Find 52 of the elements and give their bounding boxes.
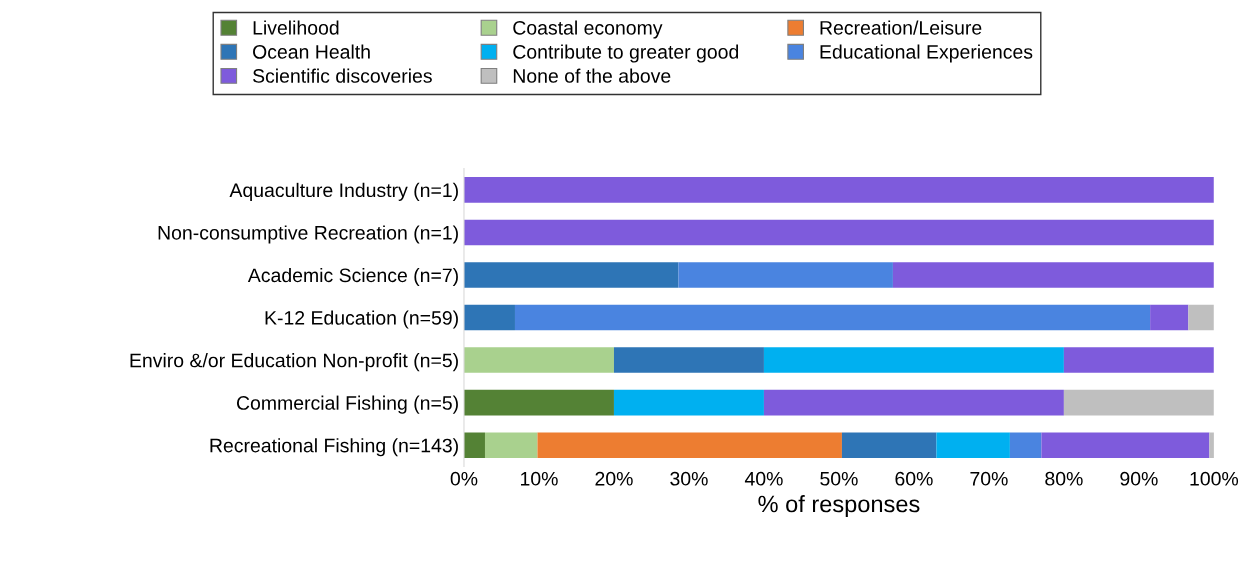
bar — [1150, 304, 1189, 331]
legend-label: Educational Experiences — [820, 44, 1033, 63]
bar — [892, 262, 1214, 288]
x-tick-label: 90% — [1120, 471, 1158, 486]
x-tick-label: 10% — [520, 471, 558, 486]
legend-label: Coastal economy — [513, 20, 663, 39]
y-tick-label: Commercial Fishing (n=5) — [236, 395, 458, 414]
y-tick-label: Academic Science (n=7) — [247, 267, 458, 287]
x-tick-label: 70% — [970, 471, 1008, 486]
legend-label: Scientific discoveries — [252, 68, 432, 83]
bar — [1041, 432, 1210, 458]
y-tick-label: K-12 Education (n=59) — [265, 310, 458, 329]
y-tick-label: Recreational Fishing (n=143) — [210, 438, 458, 457]
bar — [763, 347, 1064, 373]
bar — [613, 389, 764, 416]
x-tick-label: 30% — [670, 471, 708, 486]
x-tick-label: 100% — [1190, 471, 1239, 486]
x-tick-label: 60% — [895, 471, 933, 486]
bar — [463, 219, 1214, 246]
bar — [537, 432, 842, 458]
bar — [1063, 347, 1214, 373]
bar — [514, 304, 1151, 331]
legend-label: Ocean Health — [253, 44, 370, 59]
bar — [1188, 304, 1214, 331]
bar — [463, 262, 679, 288]
x-tick-label: 0% — [450, 471, 478, 486]
bar — [463, 304, 515, 331]
bar — [841, 432, 937, 458]
y-tick-label: Aquaculture Industry (n=1) — [229, 182, 458, 201]
x-tick-label: 40% — [744, 471, 783, 486]
x-tick-label: 50% — [820, 471, 858, 486]
bar — [936, 432, 1010, 458]
legend-label: None of the above — [513, 68, 671, 83]
bar — [678, 262, 893, 288]
bar — [463, 177, 1214, 203]
bar — [463, 389, 614, 416]
bar — [613, 347, 764, 373]
x-axis-title: % of responses — [758, 495, 920, 518]
bar — [1009, 432, 1042, 458]
y-tick-label: Non-consumptive Recreation (n=1) — [158, 225, 458, 244]
x-tick-label: 20% — [595, 471, 633, 486]
legend-label: Contribute to greater good — [513, 44, 739, 63]
bar — [763, 389, 1064, 416]
legend-label: Recreation/Leisure — [820, 20, 982, 35]
bar — [484, 432, 538, 458]
bar — [1209, 432, 1214, 458]
bar — [1063, 389, 1214, 416]
x-tick-label: 80% — [1045, 471, 1083, 486]
y-tick-label: Enviro &/or Education Non-profit (n=5) — [130, 353, 458, 372]
bar — [463, 347, 614, 373]
bar — [463, 432, 485, 458]
legend-label: Livelihood — [253, 20, 339, 35]
